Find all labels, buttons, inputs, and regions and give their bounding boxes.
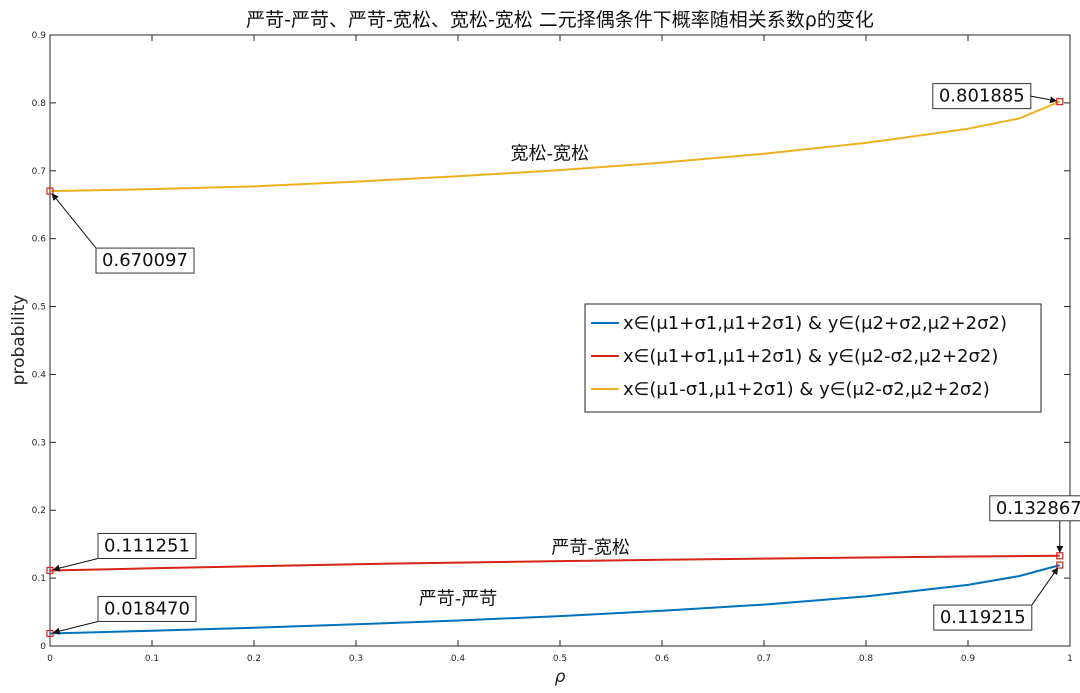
callout-value: 0.670097 [102, 250, 188, 271]
y-tick-label: 0.7 [32, 167, 46, 177]
callout-box [932, 83, 1032, 110]
callout-box [989, 495, 1080, 522]
x-tick-label: 0.5 [553, 654, 567, 664]
callout: 0.119215 [933, 567, 1059, 631]
callout-box [933, 604, 1033, 631]
y-axis-label: probability [9, 295, 29, 386]
series-line-1 [49, 564, 1061, 635]
callout-arrow [52, 620, 99, 635]
legend-label-2: x∈(μ1+σ1,μ1+2σ1) & y∈(μ2-σ2,μ2+2σ2) [623, 346, 998, 367]
y-tick-label: 0.3 [32, 438, 46, 448]
x-tick-label: 0.8 [859, 654, 874, 664]
callout-box [95, 247, 195, 274]
x-tick-label: 0.3 [349, 654, 363, 664]
value-callouts: 0.670097 0.801885 0.111251 0.132867 0.018470… [51, 83, 1080, 635]
series-lines [46, 98, 1064, 638]
y-tick-label: 0 [40, 642, 46, 652]
axis-ticks: 0 0.1 0.2 0.3 0.4 0.5 0.6 0.7 0.8 0.9 1 0 0.1 0.2 0.3 0… [32, 31, 1073, 664]
y-tick-label: 0.9 [32, 31, 47, 41]
chart-title: 严苛-严苛、严苛-宽松、宽松-宽松 二元择偶条件下概率随相关系数ρ的变化 [246, 9, 874, 31]
callout-value: 0.801885 [939, 86, 1025, 107]
legend-box [584, 303, 1042, 413]
endpoint-marker [46, 187, 54, 195]
y-tick-label: 0.8 [32, 99, 47, 109]
callout-arrow [1030, 95, 1058, 104]
x-tick-label: 0.4 [451, 654, 466, 664]
x-tick-label: 0.7 [757, 654, 771, 664]
y-tick-label: 0.5 [32, 303, 46, 313]
y-tick-label: 0.6 [32, 235, 47, 245]
callout: 0.801885 [932, 83, 1058, 110]
callout: 0.111251 [52, 532, 197, 572]
y-tick-label: 0.1 [32, 574, 46, 584]
x-tick-label: 0.9 [961, 654, 976, 664]
y-tick-label: 0.4 [32, 370, 47, 380]
legend: x∈(μ1+σ1,μ1+2σ1) & y∈(μ2+σ2,μ2+2σ2) x∈(μ1… [584, 303, 1042, 413]
callout-box [97, 595, 197, 622]
series-line-3 [49, 100, 1061, 193]
x-tick-label: 0.1 [145, 654, 159, 664]
curve-labels: 严苛-严苛 严苛-宽松 宽松-宽松 [419, 144, 630, 610]
callout: 0.132867 [989, 495, 1080, 553]
callout-arrow [51, 193, 97, 249]
callout-value: 0.132867 [996, 498, 1080, 519]
series-line-2 [49, 554, 1060, 572]
callout-arrow [1031, 567, 1059, 606]
x-tick-label: 0 [47, 654, 53, 664]
legend-label-3: x∈(μ1-σ1,μ1+2σ1) & y∈(μ2-σ2,μ2+2σ2) [623, 379, 990, 400]
x-tick-label: 1 [1067, 654, 1073, 664]
curve-label-1: 严苛-严苛 [419, 589, 498, 610]
callout-box [97, 532, 197, 559]
callout-value: 0.111251 [104, 535, 190, 556]
x-axis-label: ρ [555, 667, 566, 687]
x-tick-label: 0.6 [655, 654, 670, 664]
callout: 0.018470 [52, 595, 197, 635]
y-tick-label: 0.2 [32, 506, 46, 516]
curve-label-3: 宽松-宽松 [511, 144, 590, 165]
endpoint-marker [1056, 561, 1064, 569]
x-tick-label: 0.2 [247, 654, 261, 664]
curve-label-2: 严苛-宽松 [551, 538, 630, 559]
callout-value: 0.119215 [940, 607, 1026, 628]
legend-label-1: x∈(μ1+σ1,μ1+2σ1) & y∈(μ2+σ2,μ2+2σ2) [623, 313, 1007, 334]
callout-arrow [52, 557, 99, 572]
callout: 0.670097 [51, 193, 195, 274]
callout-value: 0.018470 [104, 598, 190, 619]
